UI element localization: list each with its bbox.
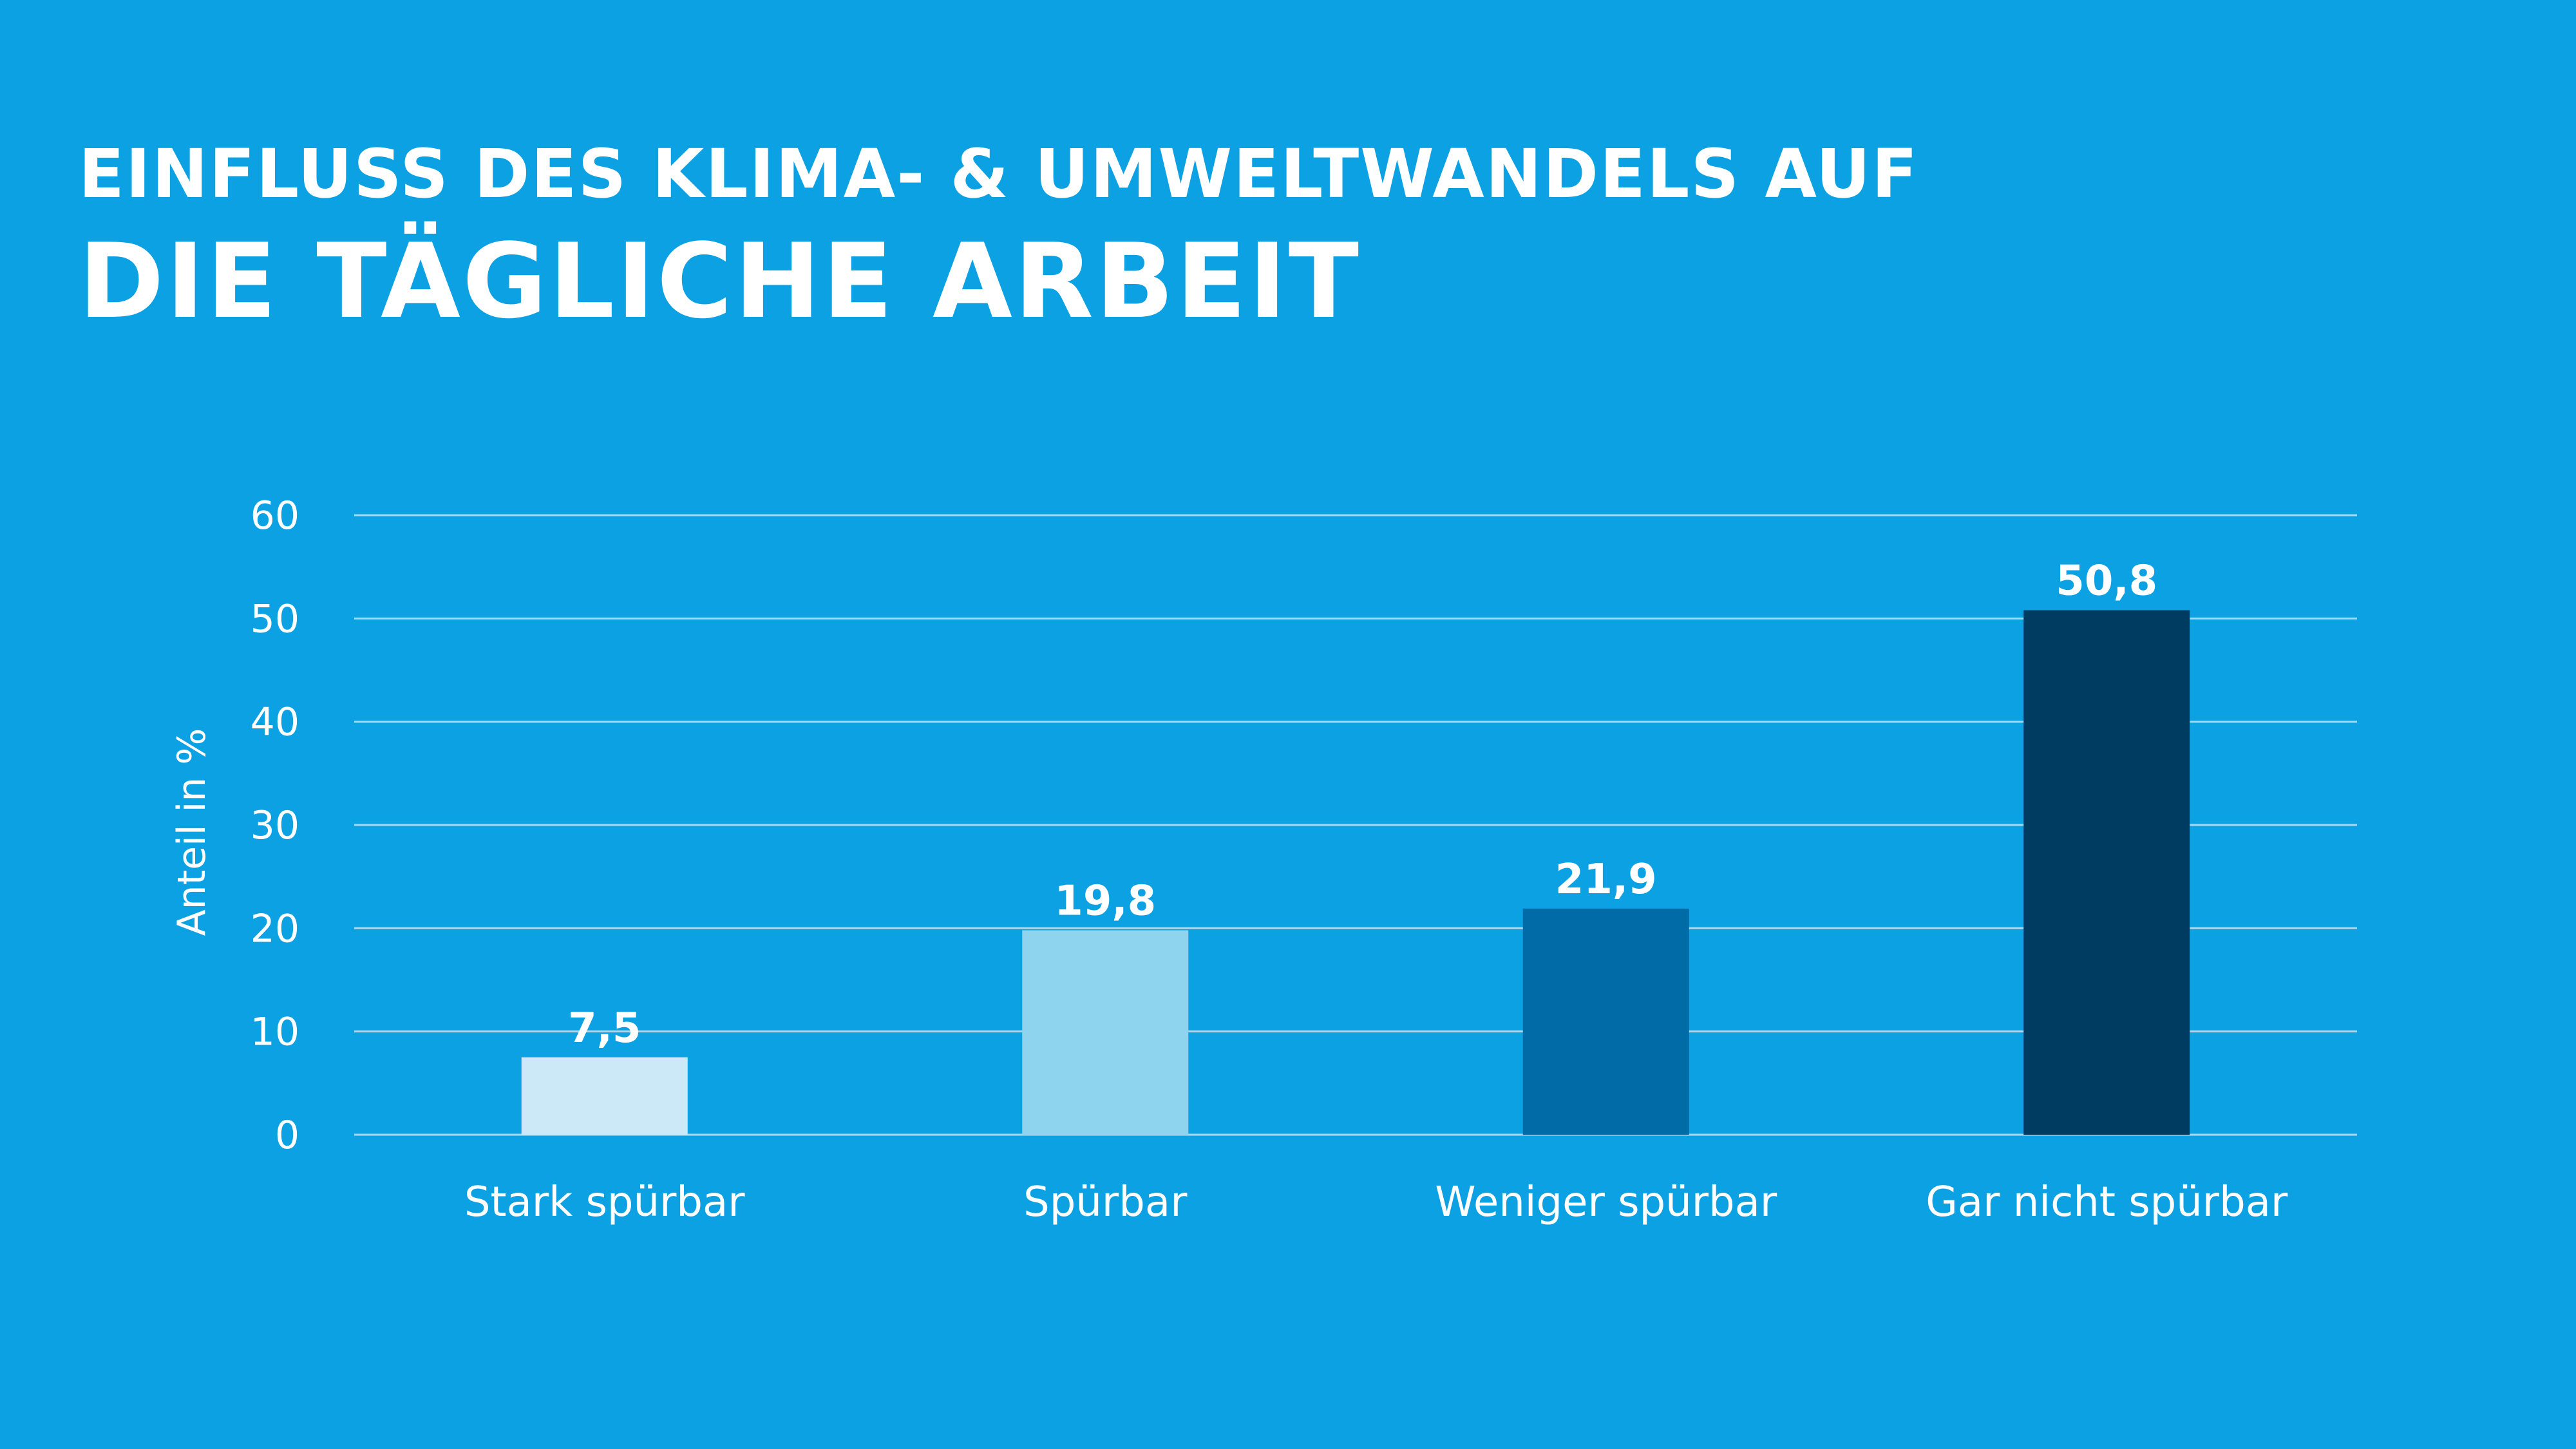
y-tick-label: 50 bbox=[251, 596, 299, 641]
y-axis-ticks: 0 10 20 30 40 50 60 bbox=[251, 493, 299, 1158]
y-tick-label: 60 bbox=[251, 493, 299, 538]
y-tick-label: 0 bbox=[275, 1113, 299, 1158]
bar bbox=[521, 1057, 688, 1135]
y-tick-label: 20 bbox=[251, 906, 299, 951]
bar bbox=[1022, 930, 1189, 1135]
data-label: 50,8 bbox=[2056, 558, 2157, 605]
grid-lines bbox=[354, 514, 2357, 1136]
x-category-label: Gar nicht spürbar bbox=[1926, 1179, 2288, 1226]
chart-title: Einfluss des Klima- & Umweltwandels auf … bbox=[79, 135, 1918, 343]
x-category-label: Stark spürbar bbox=[464, 1179, 745, 1226]
x-category-label: Spürbar bbox=[1023, 1179, 1188, 1226]
data-labels: 7,5 19,8 21,9 50,8 bbox=[568, 558, 2157, 1052]
x-category-label: Weniger spürbar bbox=[1435, 1179, 1777, 1226]
data-label: 21,9 bbox=[1555, 856, 1657, 904]
y-tick-label: 30 bbox=[251, 803, 299, 848]
title-line-2: die tägliche Arbeit bbox=[79, 221, 1361, 341]
bar bbox=[1522, 908, 1689, 1135]
data-label: 19,8 bbox=[1054, 878, 1156, 925]
y-axis-title: Anteil in % bbox=[169, 728, 214, 936]
y-tick-label: 40 bbox=[251, 700, 299, 745]
data-label: 7,5 bbox=[568, 1005, 641, 1052]
title-line-1: Einfluss des Klima- & Umweltwandels auf bbox=[79, 135, 1919, 213]
bars bbox=[521, 610, 2190, 1135]
bar bbox=[2023, 610, 2190, 1135]
y-tick-label: 10 bbox=[251, 1010, 299, 1055]
x-axis-categories: Stark spürbar Spürbar Weniger spürbar Gar n… bbox=[464, 1179, 2288, 1226]
